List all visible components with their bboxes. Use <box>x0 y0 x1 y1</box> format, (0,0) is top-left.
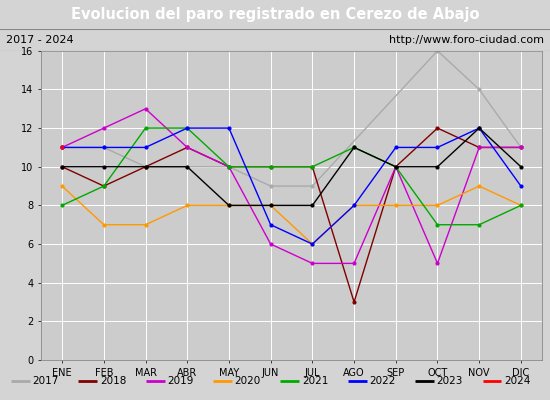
Text: 2021: 2021 <box>302 376 328 386</box>
Text: 2023: 2023 <box>437 376 463 386</box>
Text: http://www.foro-ciudad.com: http://www.foro-ciudad.com <box>389 35 544 45</box>
Text: Evolucion del paro registrado en Cerezo de Abajo: Evolucion del paro registrado en Cerezo … <box>71 7 479 22</box>
Text: 2019: 2019 <box>167 376 194 386</box>
Text: 2024: 2024 <box>504 376 530 386</box>
Text: 2018: 2018 <box>100 376 126 386</box>
Text: 2017: 2017 <box>32 376 59 386</box>
Text: 2022: 2022 <box>370 376 395 386</box>
Text: 2017 - 2024: 2017 - 2024 <box>6 35 73 45</box>
Text: 2020: 2020 <box>234 376 261 386</box>
